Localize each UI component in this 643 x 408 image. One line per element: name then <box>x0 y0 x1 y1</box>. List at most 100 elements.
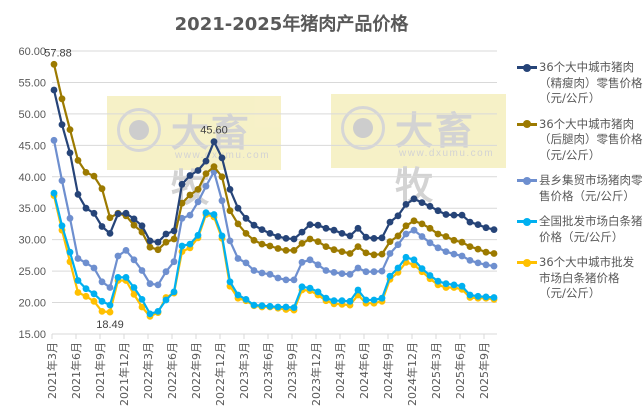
data-point <box>106 230 114 237</box>
watermark-logo-icon <box>341 106 385 150</box>
data-point <box>66 126 74 133</box>
y-tick-label: 25.00 <box>18 266 46 278</box>
data-point <box>426 202 434 210</box>
data-point <box>266 302 274 310</box>
data-point <box>202 182 210 190</box>
data-point <box>114 252 122 260</box>
watermark-logo-icon <box>117 108 161 152</box>
data-point <box>330 246 338 254</box>
data-point <box>226 207 234 215</box>
data-point <box>458 238 466 246</box>
data-point <box>242 259 250 267</box>
data-point <box>338 248 346 256</box>
data-point <box>346 232 354 240</box>
data-point <box>146 280 154 288</box>
data-point <box>50 136 58 144</box>
data-point <box>258 269 266 277</box>
watermark-right: 大畜牧 www.dxumu.com <box>331 94 506 208</box>
data-point <box>82 292 90 300</box>
data-point <box>346 270 354 278</box>
data-point <box>490 294 498 301</box>
data-point <box>186 191 194 199</box>
data-point <box>138 296 146 303</box>
data-point <box>290 235 298 243</box>
legend-item-city-wholesale: 36个大中城市批发市场白条猪价格（元/公斤） <box>517 255 643 302</box>
data-point <box>322 224 330 232</box>
data-point <box>386 238 394 246</box>
data-point <box>266 242 274 250</box>
data-point <box>410 256 418 264</box>
data-point <box>130 291 138 298</box>
data-point <box>274 233 282 240</box>
data-label: 18.49 <box>96 319 124 331</box>
data-point <box>114 274 122 281</box>
data-point <box>442 233 450 240</box>
data-point <box>146 237 154 245</box>
data-point <box>266 270 274 278</box>
data-point <box>66 214 74 222</box>
data-point <box>290 276 298 284</box>
data-point <box>130 284 138 291</box>
y-tick-label: 35.00 <box>18 203 46 215</box>
data-point <box>370 296 378 304</box>
x-tick-label: 2023年12月 <box>309 342 323 406</box>
data-point <box>242 296 250 303</box>
data-point <box>226 278 234 286</box>
data-label: 45.60 <box>200 125 228 137</box>
data-point <box>146 310 154 318</box>
data-point <box>282 303 290 311</box>
data-point <box>178 214 186 222</box>
data-point <box>394 264 402 272</box>
legend-label: 全国批发市场白条猪价格（元/公斤） <box>539 214 643 244</box>
data-point <box>106 284 114 291</box>
data-point <box>122 274 130 281</box>
legend-swatch-icon <box>517 120 537 128</box>
data-point <box>202 209 210 217</box>
data-point <box>74 255 82 262</box>
x-tick-label: 2024年9月 <box>381 342 395 399</box>
data-point <box>394 232 402 240</box>
data-point <box>154 308 162 315</box>
data-point <box>202 170 210 178</box>
data-point <box>50 189 58 197</box>
data-point <box>234 255 242 262</box>
data-point <box>146 243 154 251</box>
data-point <box>274 245 282 252</box>
y-tick-label: 30.00 <box>18 235 46 247</box>
data-point <box>466 218 474 226</box>
x-tick-label: 2024年12月 <box>405 342 419 406</box>
data-point <box>386 250 394 257</box>
y-tick-label: 60.00 <box>18 46 46 58</box>
data-point <box>186 240 194 248</box>
data-point <box>58 121 66 128</box>
data-point <box>250 267 258 274</box>
legend-label: 36个大中城市批发市场白条猪价格（元/公斤） <box>539 255 635 300</box>
x-tick-label: 2023年9月 <box>285 342 299 399</box>
x-tick-label: 2022年9月 <box>189 342 203 399</box>
data-point <box>162 238 170 246</box>
data-point <box>466 291 474 299</box>
data-point <box>98 297 106 305</box>
data-point <box>354 224 362 232</box>
data-point <box>386 218 394 226</box>
data-point <box>458 282 466 290</box>
data-point <box>274 303 282 311</box>
data-point <box>50 86 58 94</box>
data-point <box>298 240 306 247</box>
data-point <box>338 270 346 277</box>
y-tick-label: 40.00 <box>18 172 46 184</box>
data-point <box>474 259 482 267</box>
data-point <box>386 272 394 280</box>
data-point <box>66 149 74 157</box>
data-point <box>442 280 450 288</box>
data-point <box>458 211 466 219</box>
data-point <box>282 247 290 254</box>
data-point <box>306 235 314 243</box>
data-point <box>378 250 386 258</box>
data-point <box>210 138 218 146</box>
legend-swatch-icon <box>517 176 537 185</box>
data-point <box>194 186 202 193</box>
data-point <box>482 261 490 269</box>
data-point <box>394 241 402 249</box>
